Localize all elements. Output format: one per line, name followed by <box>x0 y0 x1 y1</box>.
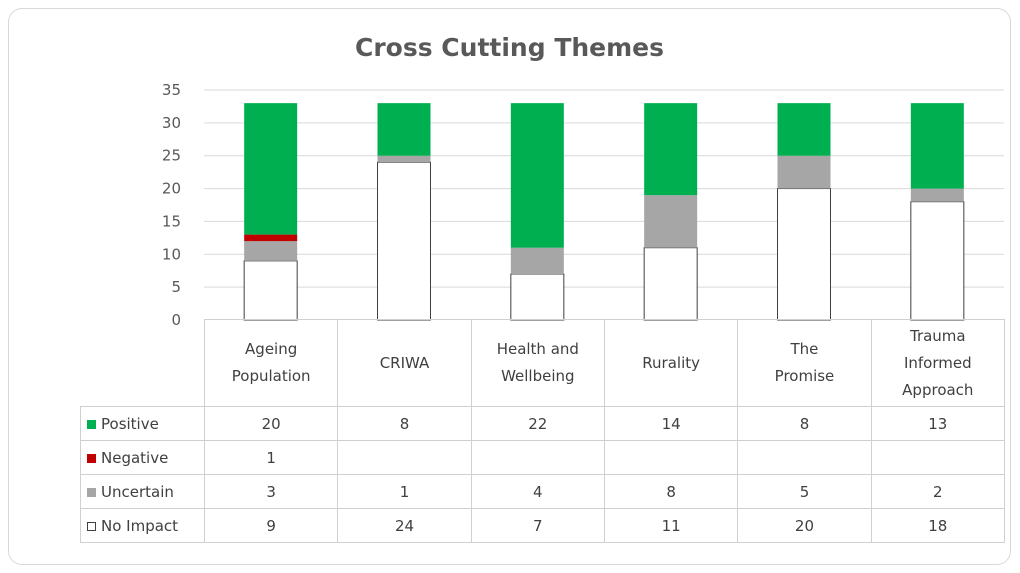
category-label: Health and Wellbeing <box>470 319 605 407</box>
data-cell: 11 <box>603 508 739 543</box>
category-label-line: Ageing <box>245 340 298 358</box>
bar-positive <box>244 103 298 235</box>
legend-label: Negative <box>101 448 169 467</box>
category-label: Trauma Informed Approach <box>870 319 1005 407</box>
data-cell: 14 <box>603 406 739 441</box>
bar-uncertain <box>244 241 298 261</box>
bar-positive <box>910 103 964 189</box>
y-tick-label: 15 <box>162 212 181 230</box>
bar-no-impact <box>777 188 831 321</box>
data-cell: 9 <box>203 508 339 543</box>
bar-uncertain <box>777 155 831 189</box>
data-cell: 20 <box>737 508 872 543</box>
category-label-line: Health and <box>496 340 579 358</box>
bar-uncertain <box>510 247 564 274</box>
data-cell <box>603 440 739 475</box>
data-cell <box>737 440 872 475</box>
data-cell: 4 <box>470 474 605 509</box>
category-label-line: Rurality <box>642 353 700 372</box>
bar-uncertain <box>644 195 698 248</box>
data-cell: 8 <box>737 406 872 441</box>
bar-uncertain <box>377 155 431 163</box>
y-tick-label: 20 <box>162 180 181 198</box>
table-row: No Impact 9 24 7 11 20 18 <box>80 508 1005 543</box>
category-label-line: Trauma <box>909 326 966 345</box>
category-label-line: Informed <box>903 353 972 372</box>
y-tick-label: 10 <box>162 245 181 263</box>
bar-positive <box>377 103 431 156</box>
data-cell: 8 <box>603 474 739 509</box>
category-label: Rurality <box>603 319 739 407</box>
data-cell: 5 <box>737 474 872 509</box>
data-cell: 20 <box>203 406 339 441</box>
y-tick-label: 35 <box>162 81 181 99</box>
category-label-line: Wellbeing <box>501 367 575 385</box>
bars <box>243 103 965 321</box>
bar-no-impact <box>510 273 565 321</box>
category-label-line: Approach <box>902 380 974 399</box>
table-row: Positive 20 8 22 14 8 13 <box>80 406 1005 441</box>
table-row: Negative 1 <box>80 440 1005 475</box>
legend-label: No Impact <box>101 516 179 535</box>
bar-no-impact <box>377 161 431 321</box>
bar-no-impact <box>243 260 298 321</box>
legend-entry: No Impact <box>80 508 205 543</box>
category-label-line: Promise <box>774 367 835 385</box>
data-cell: 13 <box>870 406 1005 441</box>
bar-positive <box>777 103 831 156</box>
bar-no-impact <box>910 201 965 321</box>
bar-no-impact <box>643 247 698 321</box>
data-cell <box>470 440 605 475</box>
table-corner <box>80 319 205 407</box>
legend-entry: Positive <box>80 406 205 441</box>
legend-entry: Uncertain <box>80 474 205 509</box>
data-cell: 24 <box>337 508 472 543</box>
bar-negative <box>244 234 298 242</box>
legend-label: Uncertain <box>101 482 174 501</box>
data-cell: 7 <box>470 508 605 543</box>
category-label: The Promise <box>737 319 872 407</box>
legend-swatch <box>87 453 96 463</box>
legend-swatch <box>87 487 96 497</box>
y-tick-label: 30 <box>162 114 181 132</box>
data-table: Ageing Population CRIWA Health and Wellbeing… <box>80 319 1005 543</box>
data-cell: 1 <box>203 440 339 475</box>
legend-swatch <box>87 419 96 429</box>
data-cell <box>337 440 472 475</box>
category-label-line: The <box>790 340 819 358</box>
legend-entry: Negative <box>80 440 205 475</box>
chart-title: Cross Cutting Themes <box>354 33 665 62</box>
data-cell: 18 <box>870 508 1005 543</box>
data-cell: 3 <box>203 474 339 509</box>
category-label: CRIWA <box>337 319 472 407</box>
legend-label: Positive <box>101 414 159 433</box>
category-label-line: CRIWA <box>379 353 430 372</box>
legend-swatch <box>87 521 96 531</box>
gridlines <box>204 89 1004 288</box>
category-label: Ageing Population <box>203 319 339 407</box>
y-tick-label: 5 <box>171 278 181 296</box>
data-cell: 2 <box>870 474 1005 509</box>
data-cell: 1 <box>337 474 472 509</box>
data-cell <box>870 440 1005 475</box>
table-row: Uncertain 3 1 4 8 5 2 <box>80 474 1005 509</box>
data-cell: 22 <box>470 406 605 441</box>
bar-uncertain <box>910 188 964 202</box>
bar-positive <box>510 103 564 248</box>
y-tick-label: 25 <box>162 147 181 165</box>
bar-positive <box>644 103 698 196</box>
category-label-line: Population <box>231 367 311 385</box>
data-cell: 8 <box>337 406 472 441</box>
